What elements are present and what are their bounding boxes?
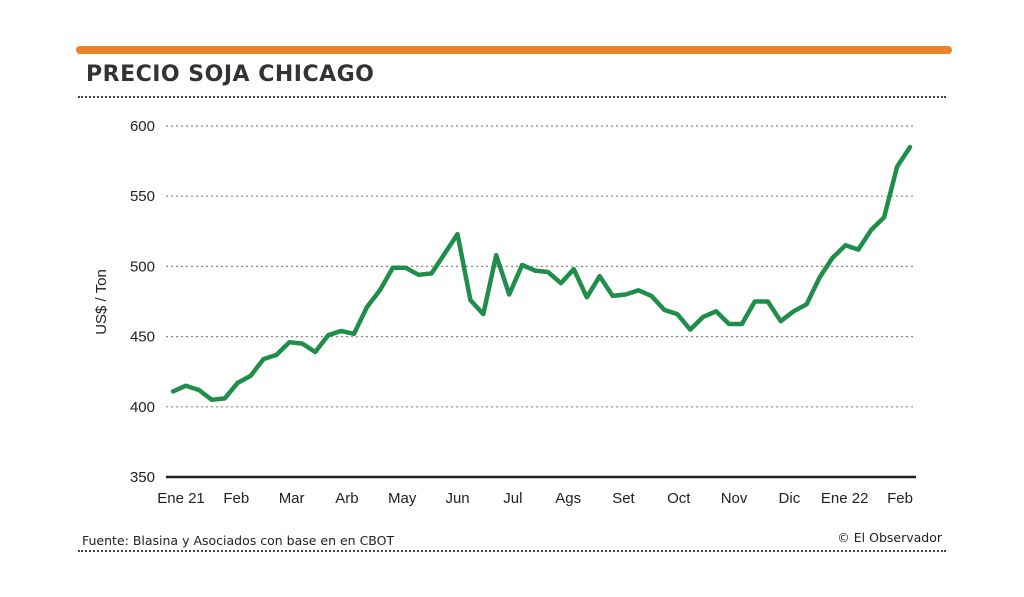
y-tick-label: 400 xyxy=(130,399,155,416)
source-note: Fuente: Blasina y Asociados con base en … xyxy=(82,533,395,548)
y-axis-ticks: 350 400 450 500 550 600 xyxy=(130,118,155,486)
gridlines xyxy=(166,125,916,408)
x-tick-label: Jun xyxy=(445,490,469,507)
y-tick-label: 350 xyxy=(130,469,155,486)
y-tick-label: 500 xyxy=(130,258,155,275)
header-divider xyxy=(78,96,946,98)
x-tick-label: May xyxy=(388,490,417,507)
y-tick-label: 450 xyxy=(130,329,155,346)
x-tick-label: Ene 22 xyxy=(821,490,869,507)
y-axis-label: US$ / Ton xyxy=(93,269,110,335)
series-group xyxy=(170,144,913,403)
header-accent-bar xyxy=(76,46,952,54)
x-tick-label: Ene 21 xyxy=(157,490,205,507)
chart-title: PRECIO SOJA CHICAGO xyxy=(86,62,375,87)
x-tick-label: Nov xyxy=(721,490,748,507)
x-tick-label: Oct xyxy=(667,490,691,507)
y-tick-label: 550 xyxy=(130,188,155,205)
x-tick-label: Feb xyxy=(887,490,913,507)
y-tick-label: 600 xyxy=(130,118,155,135)
series-line xyxy=(170,144,913,403)
x-axis-ticks: Ene 21 Feb Mar Arb May Jun Jul Ags Set Oct Nov Dic E… xyxy=(157,490,913,507)
x-tick-label: Ags xyxy=(555,490,581,507)
x-tick-label: Dic xyxy=(779,490,801,507)
x-tick-label: Set xyxy=(612,490,635,507)
x-tick-label: Mar xyxy=(279,490,305,507)
footer-divider xyxy=(78,550,946,552)
x-tick-label: Feb xyxy=(223,490,249,507)
x-tick-label: Jul xyxy=(503,490,522,507)
x-tick-label: Arb xyxy=(335,490,358,507)
copyright-credit: © El Observador xyxy=(837,530,942,545)
